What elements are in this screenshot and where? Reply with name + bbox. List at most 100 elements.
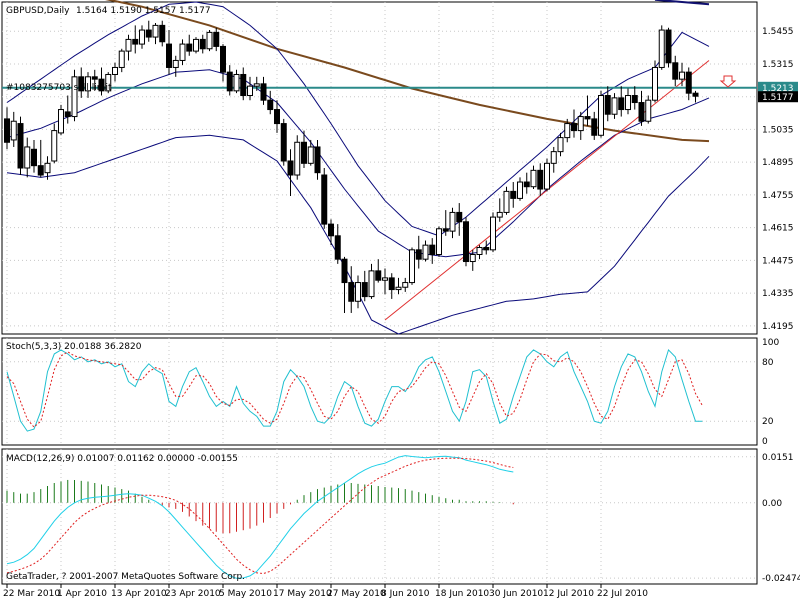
- candle-body: [469, 254, 476, 263]
- candle-body: [152, 24, 159, 38]
- stoch-tick-label: 0: [762, 437, 768, 447]
- candle-body: [301, 141, 307, 164]
- candle-body: [280, 123, 287, 162]
- macd-title: MACD(12,26,9) 0.01007 0.01162 0.00000 -0…: [6, 454, 238, 464]
- candle-body: [105, 73, 112, 92]
- candle-body: [112, 66, 118, 75]
- candle-body: [287, 160, 294, 176]
- stoch-tick-label: 20: [762, 417, 774, 427]
- candle-body: [679, 71, 685, 80]
- price-tick-label: 1.5455: [762, 27, 794, 37]
- time-tick-label: 8 Jun 2010: [381, 589, 430, 599]
- macd-series: [6, 455, 514, 579]
- candle-body: [368, 270, 375, 298]
- price-tick-label: 1.4475: [762, 256, 794, 266]
- price-tick-label: 1.4335: [762, 289, 794, 299]
- candle-body: [483, 246, 490, 251]
- candle-body: [395, 286, 402, 291]
- candle-body: [449, 211, 456, 232]
- macd-line: [6, 455, 514, 579]
- price-tick-label: 1.4755: [762, 191, 794, 201]
- candle-body: [233, 73, 240, 92]
- time-tick-label: 18 Jun 2010: [435, 589, 489, 599]
- candle-body: [652, 66, 658, 101]
- time-tick-label: 27 May 2010: [327, 589, 386, 599]
- candle-body: [31, 148, 37, 167]
- time-tick-label: 13 Apr 2010: [111, 589, 167, 599]
- candle-body: [199, 38, 206, 50]
- stoch-signal-line: [6, 351, 703, 428]
- candle-body: [98, 78, 105, 92]
- candle-body: [274, 109, 280, 125]
- candle-body: [247, 85, 253, 97]
- candle-body: [314, 146, 321, 174]
- candle-body: [91, 76, 98, 80]
- candle-body: [557, 137, 564, 153]
- candle-body: [294, 141, 301, 176]
- candle-body: [523, 181, 530, 188]
- time-tick-label: 1 Apr 2010: [57, 589, 107, 599]
- candle-body: [328, 223, 334, 237]
- candle-body: [510, 190, 517, 199]
- candle-body: [503, 190, 510, 213]
- candle-body: [402, 282, 409, 288]
- candle-body: [213, 31, 220, 47]
- stoch-tick-label: 80: [762, 358, 774, 368]
- time-tick-label: 12 Jul 2010: [543, 589, 594, 599]
- candle-body: [429, 244, 436, 256]
- candle-body: [341, 258, 348, 284]
- candle-body: [321, 174, 328, 225]
- candle-body: [193, 38, 199, 52]
- hline-price-label: 1.5213: [762, 84, 794, 94]
- time-tick-label: 23 Apr 2010: [165, 589, 221, 599]
- bollinger-upper-band: [6, 1, 710, 237]
- price-tick-label: 1.4615: [762, 224, 794, 234]
- candle-body: [672, 62, 679, 80]
- candle-body: [267, 99, 274, 111]
- macd-panel[interactable]: [1, 448, 758, 585]
- candle-body: [253, 83, 260, 87]
- candle-body: [517, 181, 523, 199]
- candle-body: [645, 99, 652, 122]
- price-tick-label: 1.5315: [762, 60, 794, 70]
- macd-tick-label: -0.02474: [762, 574, 800, 584]
- time-tick-label: 22 Mar 2010: [3, 589, 60, 599]
- candle-body: [139, 29, 145, 45]
- candle-body: [51, 130, 58, 162]
- candle-body: [422, 244, 429, 260]
- ohlc-values: 1.5164 1.5190 1.5157 1.5177: [76, 6, 211, 16]
- hline-price-box: [758, 81, 798, 93]
- candle-body: [220, 45, 226, 73]
- time-tick-label: 30 Jun 2010: [489, 589, 543, 599]
- candle-body: [166, 43, 172, 68]
- candle-body: [85, 76, 91, 92]
- macd-signal-line: [6, 457, 514, 575]
- candle-body: [44, 162, 51, 174]
- candle-body: [530, 169, 537, 188]
- candle-body: [348, 282, 355, 302]
- candle-body: [584, 116, 591, 120]
- candle-body: [375, 270, 382, 281]
- moving-average-line: [105, 0, 710, 143]
- candle-body: [577, 116, 584, 132]
- candle-body: [442, 228, 449, 232]
- price-tick-label: 1.4195: [762, 322, 794, 332]
- candle-body: [206, 31, 213, 50]
- candle-body: [307, 146, 314, 164]
- time-tick-label: 17 May 2010: [273, 589, 332, 599]
- candle-body: [4, 118, 10, 143]
- candle-body: [24, 146, 31, 169]
- candle-body: [260, 83, 267, 101]
- macd-tick-label: 0.0151: [762, 453, 794, 463]
- stoch-panel[interactable]: [1, 337, 758, 446]
- candle-body: [240, 73, 247, 97]
- candle-body: [604, 95, 611, 115]
- stoch-tick-label: 100: [762, 338, 779, 348]
- candle-body: [64, 111, 71, 118]
- price-tick-label: 1.5035: [762, 125, 794, 135]
- candle-body: [78, 76, 85, 92]
- axis-labels: 1.54551.53151.51751.50351.48951.47551.46…: [3, 27, 800, 599]
- candle-body: [58, 109, 64, 134]
- main-panel[interactable]: [1, 1, 758, 335]
